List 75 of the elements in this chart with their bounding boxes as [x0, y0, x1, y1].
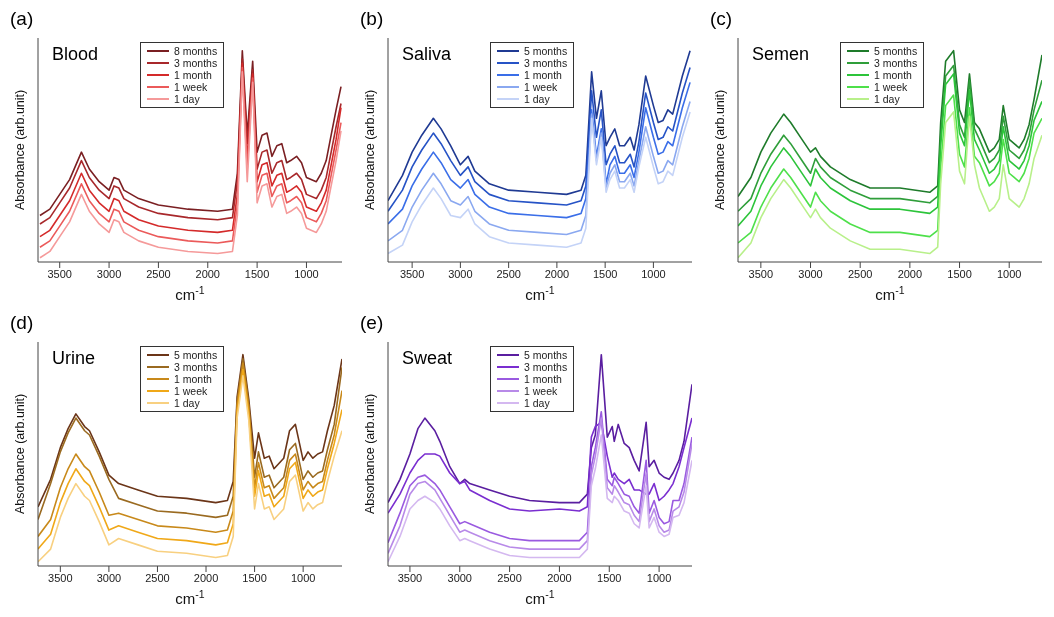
x-tick-label: 2500 [145, 571, 170, 584]
x-tick-label: 2000 [193, 571, 219, 584]
x-tick-label: 1500 [597, 571, 622, 584]
legend-label: 1 day [524, 93, 550, 105]
x-tick-label: 3000 [798, 267, 823, 280]
x-tick-label: 3500 [48, 571, 73, 584]
chart-title: (b) [360, 8, 384, 30]
chart-subtitle: Sweat [402, 348, 453, 369]
legend-label: 1 day [174, 93, 200, 105]
legend-label: 3 months [524, 361, 568, 373]
chart-subtitle: Semen [752, 44, 810, 65]
x-tick-label: 2500 [497, 571, 522, 584]
x-tick-label: 3500 [47, 267, 72, 280]
legend-label: 5 months [174, 349, 218, 361]
x-tick-label: 2000 [897, 267, 923, 280]
legend-label: 3 months [524, 57, 568, 69]
legend-label: 1 month [174, 69, 212, 81]
x-tick-label: 1500 [592, 267, 618, 280]
x-axis-title: cm$^{-1}$ [875, 284, 905, 303]
x-tick-label: 1500 [242, 571, 267, 584]
x-tick-label: 2000 [544, 267, 570, 280]
x-tick-label: 2000 [547, 571, 572, 584]
legend-label: 1 day [524, 397, 550, 409]
chart-title: (d) [10, 312, 34, 334]
legend-label: 1 day [174, 397, 200, 409]
x-axis-title: cm$^{-1}$ [175, 588, 205, 607]
x-tick-label: 3500 [397, 571, 423, 584]
legend-label: 1 week [174, 81, 208, 93]
x-tick-label: 2500 [496, 267, 521, 280]
x-tick-label: 2500 [146, 267, 171, 280]
chart-subtitle: Blood [52, 44, 99, 65]
legend-label: 5 months [874, 45, 918, 57]
y-axis-title: Absorbance (arb.unit) [13, 89, 28, 210]
legend-label: 1 month [524, 69, 562, 81]
x-tick-label: 1500 [244, 267, 270, 280]
y-axis-title: Absorbance (arb.unit) [363, 393, 378, 514]
chart-subtitle: Urine [52, 348, 96, 369]
legend-label: 1 month [174, 373, 212, 385]
x-tick-label: 3500 [748, 267, 774, 280]
legend-label: 5 months [524, 45, 568, 57]
x-axis-title: cm$^{-1}$ [525, 284, 555, 303]
legend-label: 3 months [174, 57, 218, 69]
chart-subtitle: Saliva [402, 44, 452, 65]
y-axis-title: Absorbance (arb.unit) [363, 89, 378, 210]
legend-label: 3 months [174, 361, 218, 373]
chart-title: (a) [10, 8, 34, 30]
x-tick-label: 1000 [290, 571, 316, 584]
legend-label: 1 month [874, 69, 912, 81]
x-tick-label: 1000 [646, 571, 672, 584]
x-tick-label: 3000 [96, 267, 122, 280]
x-tick-label: 2500 [847, 267, 873, 280]
x-tick-label: 1000 [641, 267, 666, 280]
x-tick-label: 3000 [447, 571, 473, 584]
x-tick-label: 1000 [996, 267, 1022, 280]
legend-label: 8 months [174, 45, 218, 57]
y-axis-title: Absorbance (arb.unit) [713, 89, 728, 210]
x-tick-label: 2000 [195, 267, 221, 280]
legend-label: 1 week [524, 81, 558, 93]
x-tick-label: 1500 [947, 267, 972, 280]
legend-label: 1 week [524, 385, 558, 397]
x-tick-label: 3500 [399, 267, 425, 280]
legend-label: 1 week [874, 81, 908, 93]
legend-label: 1 week [174, 385, 208, 397]
x-tick-label: 3000 [96, 571, 122, 584]
x-axis-title: cm$^{-1}$ [175, 284, 205, 303]
chart-title: (c) [710, 8, 733, 30]
chart-title: (e) [360, 312, 384, 334]
x-tick-label: 3000 [448, 267, 473, 280]
legend-label: 5 months [524, 349, 568, 361]
x-tick-label: 1000 [294, 267, 319, 280]
x-axis-title: cm$^{-1}$ [525, 588, 555, 607]
legend-label: 3 months [874, 57, 918, 69]
y-axis-title: Absorbance (arb.unit) [13, 393, 28, 514]
legend-label: 1 day [874, 93, 900, 105]
legend-label: 1 month [524, 373, 562, 385]
